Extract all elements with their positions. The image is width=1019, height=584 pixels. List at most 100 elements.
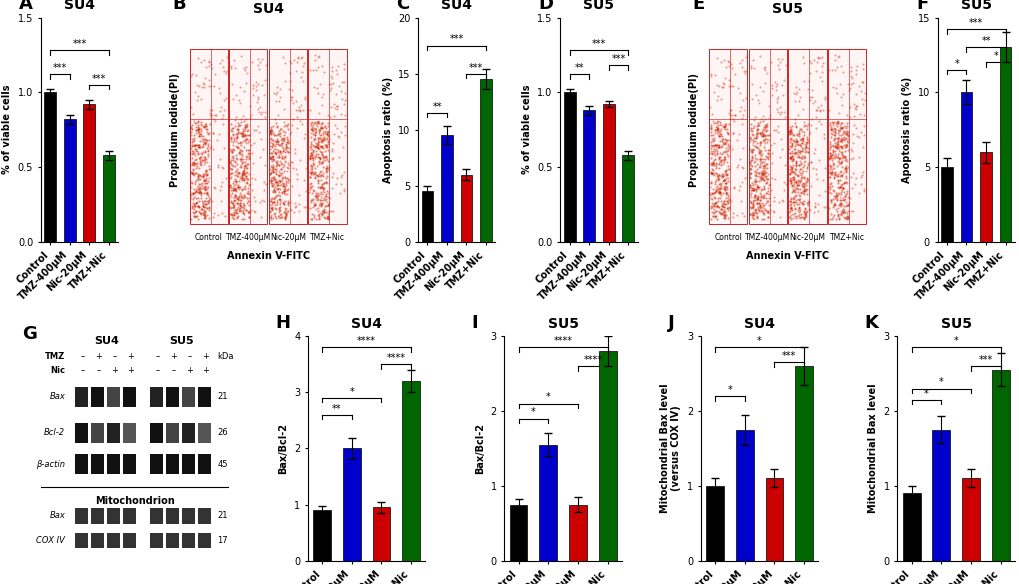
Bar <box>960 92 971 242</box>
Bar <box>181 454 196 474</box>
Text: Control: Control <box>713 233 742 242</box>
Bar <box>569 505 586 561</box>
Bar <box>539 444 556 561</box>
Text: *: * <box>545 392 550 402</box>
Text: SU4: SU4 <box>94 336 119 346</box>
Text: **: ** <box>574 63 584 73</box>
Text: 21: 21 <box>217 511 228 520</box>
Text: –: – <box>171 367 176 376</box>
Text: E: E <box>692 0 704 13</box>
Bar <box>598 351 615 561</box>
Title: SU4: SU4 <box>351 317 382 331</box>
Bar <box>107 454 120 474</box>
Bar <box>602 105 614 242</box>
Bar <box>74 423 89 443</box>
Text: *: * <box>923 389 928 399</box>
Text: kDa: kDa <box>217 352 233 361</box>
Bar <box>74 533 89 548</box>
Y-axis label: % of viable cells: % of viable cells <box>2 85 12 175</box>
Text: ***: *** <box>449 34 464 44</box>
Text: *: * <box>531 408 535 418</box>
Bar <box>198 387 211 407</box>
Text: ***: *** <box>968 18 982 29</box>
Text: A: A <box>19 0 33 13</box>
Text: +: + <box>202 352 209 361</box>
Text: 45: 45 <box>217 460 228 468</box>
Bar <box>931 430 950 561</box>
Bar <box>166 423 179 443</box>
Bar <box>902 493 919 561</box>
Bar <box>44 92 56 242</box>
Bar <box>961 478 979 561</box>
Text: G: G <box>22 325 37 343</box>
Text: TMZ+Nic: TMZ+Nic <box>828 233 864 242</box>
Bar <box>91 533 104 548</box>
Bar <box>990 370 1009 561</box>
Text: *: * <box>938 377 943 387</box>
Bar <box>74 508 89 524</box>
Bar <box>122 508 137 524</box>
Bar <box>342 449 361 561</box>
Text: Mitochondrion: Mitochondrion <box>95 496 174 506</box>
Text: –: – <box>97 367 101 376</box>
Bar <box>150 387 163 407</box>
Bar <box>107 387 120 407</box>
Text: +: + <box>111 367 118 376</box>
Y-axis label: Apoptosis ratio (%): Apoptosis ratio (%) <box>382 77 392 183</box>
Bar <box>181 387 196 407</box>
Text: Nic-20μM: Nic-20μM <box>270 233 306 242</box>
Bar <box>795 366 812 561</box>
Text: –: – <box>156 352 160 361</box>
Text: ****: **** <box>357 336 376 346</box>
Bar <box>103 155 114 242</box>
Bar <box>480 79 491 242</box>
Bar <box>74 387 89 407</box>
Text: Bax: Bax <box>49 511 65 520</box>
Bar <box>510 505 527 561</box>
Bar <box>150 454 163 474</box>
Bar <box>64 119 75 242</box>
Title: SU5: SU5 <box>940 317 971 331</box>
Title: SU5: SU5 <box>583 0 613 12</box>
Text: I: I <box>471 314 478 332</box>
Bar <box>198 508 211 524</box>
Bar <box>107 423 120 443</box>
Bar <box>198 533 211 548</box>
Text: TMZ-400μM: TMZ-400μM <box>225 233 271 242</box>
Text: ***: *** <box>782 351 796 361</box>
Bar <box>122 454 137 474</box>
Text: TMZ-400μM: TMZ-400μM <box>745 233 790 242</box>
Bar <box>622 155 634 242</box>
Bar <box>198 423 211 443</box>
Bar <box>941 167 952 242</box>
Y-axis label: Apoptosis ratio (%): Apoptosis ratio (%) <box>901 77 911 183</box>
Bar <box>107 533 120 548</box>
Text: B: B <box>172 0 186 13</box>
Title: SU4: SU4 <box>64 0 95 12</box>
Text: ***: *** <box>977 355 991 365</box>
Text: +: + <box>202 367 209 376</box>
Text: **: ** <box>432 102 441 112</box>
Text: –: – <box>112 352 116 361</box>
Text: *: * <box>756 336 761 346</box>
Text: *: * <box>350 387 354 397</box>
Text: ***: *** <box>469 62 483 72</box>
Bar <box>74 454 89 474</box>
Title: SU4: SU4 <box>441 0 472 12</box>
Bar <box>91 387 104 407</box>
Bar <box>421 192 433 242</box>
Bar <box>91 508 104 524</box>
Text: Propidium iodide(PI): Propidium iodide(PI) <box>169 73 179 187</box>
Text: Bcl-2: Bcl-2 <box>44 428 65 437</box>
Text: ****: **** <box>553 336 572 346</box>
Text: *: * <box>727 385 732 395</box>
Text: 26: 26 <box>217 428 228 437</box>
Text: H: H <box>275 314 289 332</box>
Text: Annexin V-FITC: Annexin V-FITC <box>745 251 828 261</box>
Bar <box>564 92 575 242</box>
Text: +: + <box>170 352 177 361</box>
Text: **: ** <box>980 36 989 46</box>
Bar <box>150 508 163 524</box>
Bar <box>735 430 753 561</box>
Bar <box>313 510 330 561</box>
